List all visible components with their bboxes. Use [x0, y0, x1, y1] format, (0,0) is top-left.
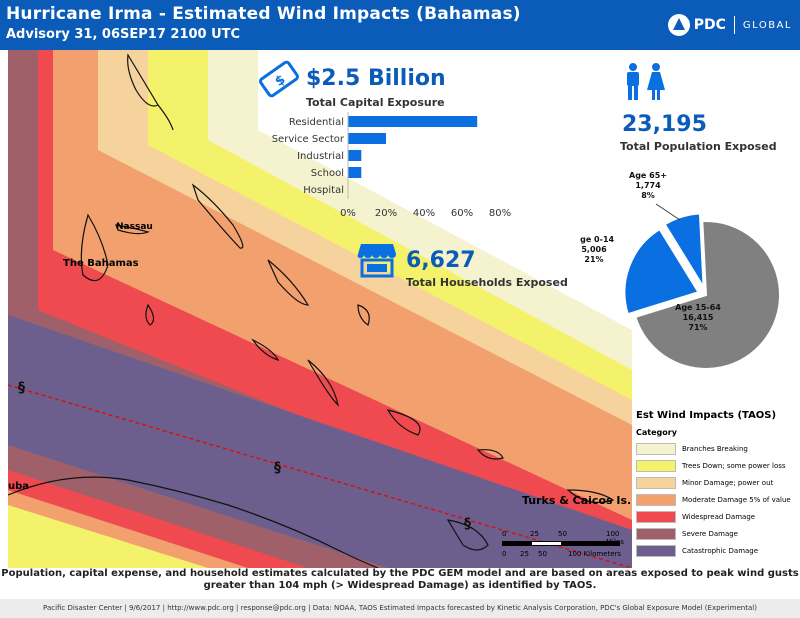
bar — [348, 150, 362, 161]
legend-category-label: Category — [636, 428, 677, 437]
legend-title: Est Wind Impacts (TAOS) — [636, 410, 777, 421]
legend-swatch — [636, 528, 676, 540]
bar — [348, 116, 478, 127]
bar-tick-label: 0% — [340, 208, 356, 219]
scale-bar: 0 25 50 100 Miles 0 25 50 100 Kilometers — [498, 528, 628, 564]
map-legend: Est Wind Impacts (TAOS) Category Branche… — [632, 410, 794, 570]
bar-category-label: Service Sector — [272, 134, 345, 145]
legend-label: Catastrophic Damage — [682, 547, 759, 555]
legend-label: Severe Damage — [682, 530, 738, 538]
pie-label: 21% — [584, 255, 603, 264]
pie-leader-line — [655, 203, 681, 221]
scale-mile-tick: 50 — [558, 530, 567, 538]
map-label-nassau: Nassau — [116, 222, 153, 232]
scale-mile-tick: 0 — [502, 530, 507, 538]
header: Hurricane Irma - Estimated Wind Impacts … — [0, 0, 800, 50]
bar-tick-label: 60% — [451, 208, 473, 219]
bar-tick-label: 20% — [375, 208, 397, 219]
legend-item: Branches Breaking — [636, 442, 748, 456]
scale-km-tick: 100 Kilometers — [568, 550, 622, 558]
legend-swatch — [636, 443, 676, 455]
footer-note: Population, capital expense, and househo… — [1, 568, 799, 591]
legend-swatch — [636, 460, 676, 472]
pie-label: 5,006 — [581, 245, 607, 254]
pie-label: Age 15-64 — [675, 303, 721, 312]
pie-label: Age 65+ — [629, 171, 667, 180]
pdc-logo[interactable]: PDC GLOBAL — [667, 14, 792, 36]
map-label-cuba: uba — [8, 481, 30, 492]
bar-tick-label: 40% — [413, 208, 435, 219]
bar-category-label: School — [311, 168, 344, 179]
page-subtitle: Advisory 31, 06SEP17 2100 UTC — [6, 27, 241, 42]
logo-global-text: GLOBAL — [742, 19, 792, 31]
svg-text:§: § — [18, 380, 25, 396]
capital-value: $2.5 Billion — [306, 66, 446, 91]
population-label: Total Population Exposed — [620, 140, 777, 153]
bar-category-label: Residential — [289, 117, 344, 128]
scale-km-tick: 50 — [538, 550, 547, 558]
legend-label: Trees Down; some power loss — [682, 462, 786, 470]
footer-credits: Pacific Disaster Center | 9/6/2017 | htt… — [0, 599, 800, 618]
bar-category-label: Hospital — [303, 185, 344, 196]
svg-text:§: § — [464, 516, 471, 532]
legend-swatch — [636, 477, 676, 489]
capital-label: Total Capital Exposure — [306, 96, 445, 109]
scale-bar-graphic — [502, 541, 620, 546]
logo-pdc-text: PDC — [693, 17, 726, 33]
pdc-logo-icon — [667, 14, 690, 36]
scale-mile-tick: 100 Miles — [606, 530, 624, 546]
legend-label: Minor Damage; power out — [682, 479, 774, 487]
legend-label: Widespread Damage — [682, 513, 756, 521]
bar-tick-label: 80% — [489, 208, 511, 219]
population-value: 23,195 — [622, 112, 707, 137]
page-title: Hurricane Irma - Estimated Wind Impacts … — [6, 4, 521, 24]
money-bill-icon: $ — [259, 60, 299, 98]
svg-text:§: § — [274, 460, 281, 476]
scale-km-tick: 25 — [520, 550, 529, 558]
legend-swatch — [636, 494, 676, 506]
map-label-turks-caicos: Turks & Caicos Is. — [522, 494, 632, 507]
logo-divider — [733, 16, 735, 34]
pie-label: 8% — [641, 191, 655, 200]
households-value: 6,627 — [406, 248, 476, 273]
legend-swatch — [636, 545, 676, 557]
legend-item: Widespread Damage — [636, 510, 755, 524]
bar — [348, 167, 362, 178]
legend-label: Branches Breaking — [682, 445, 748, 453]
legend-item: Minor Damage; power out — [636, 476, 773, 490]
people-icon — [627, 63, 665, 100]
legend-item: Trees Down; some power loss — [636, 459, 786, 473]
bar-category-label: Industrial — [297, 151, 344, 162]
pie-label: 1,774 — [635, 181, 661, 190]
pie-slice — [634, 220, 781, 370]
pie-label: Age 0-14 — [580, 235, 615, 244]
wind-impact-map[interactable]: § § § Nassau The Bahamas uba Turks & Cai… — [8, 50, 632, 568]
scale-mile-tick: 25 — [530, 530, 539, 538]
store-icon — [357, 244, 396, 278]
map-label-bahamas: The Bahamas — [63, 258, 139, 269]
legend-swatch — [636, 511, 676, 523]
scale-km-tick: 0 — [502, 550, 507, 558]
map-canvas: § § § — [8, 50, 632, 568]
pie-slice — [623, 227, 701, 316]
bar — [348, 133, 386, 144]
pie-label: 71% — [688, 323, 707, 332]
pie-slice — [663, 212, 705, 288]
legend-label: Moderate Damage 5% of value — [682, 496, 791, 504]
capital-bar-chart: Residential Service Sector Industrial Schoo… — [272, 112, 511, 219]
legend-item: Catastrophic Damage — [636, 544, 758, 558]
legend-item: Severe Damage — [636, 527, 738, 541]
households-label: Total Households Exposed — [406, 276, 568, 289]
legend-item: Moderate Damage 5% of value — [636, 493, 791, 507]
pie-label: 16,415 — [683, 313, 714, 322]
